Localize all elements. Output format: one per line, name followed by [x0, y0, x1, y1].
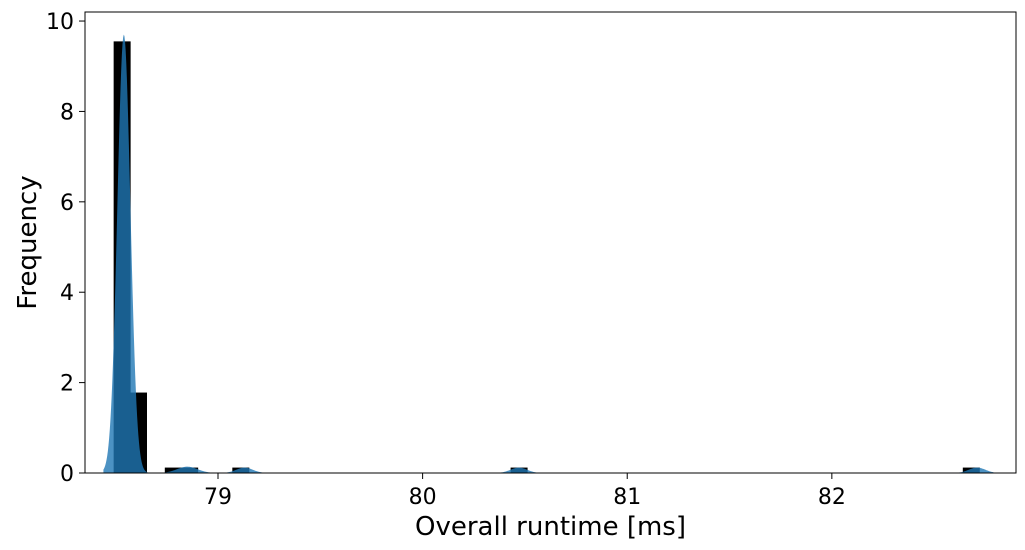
y-axis-label: Frequency — [13, 175, 43, 309]
density-curve — [103, 34, 994, 474]
x-axis-label: Overall runtime [ms] — [415, 512, 686, 542]
x-tick-label: 81 — [613, 485, 641, 510]
y-tick-label: 6 — [60, 191, 74, 216]
x-tick-label: 80 — [409, 485, 437, 510]
y-axis: 0 2 4 6 8 10 — [46, 10, 85, 487]
plot-frame — [84, 11, 1017, 474]
y-tick-label: 4 — [60, 281, 74, 306]
y-tick-label: 8 — [60, 100, 74, 125]
x-tick-label: 79 — [204, 485, 232, 510]
y-tick-label: 10 — [46, 10, 74, 35]
histogram-bars — [113, 41, 980, 474]
x-tick-label: 82 — [818, 485, 846, 510]
y-tick-label: 0 — [60, 462, 74, 487]
histogram-bar-2 — [164, 467, 182, 473]
density-area — [103, 34, 994, 474]
x-axis: 79 80 81 82 — [204, 473, 846, 510]
y-tick-label: 2 — [60, 372, 74, 397]
